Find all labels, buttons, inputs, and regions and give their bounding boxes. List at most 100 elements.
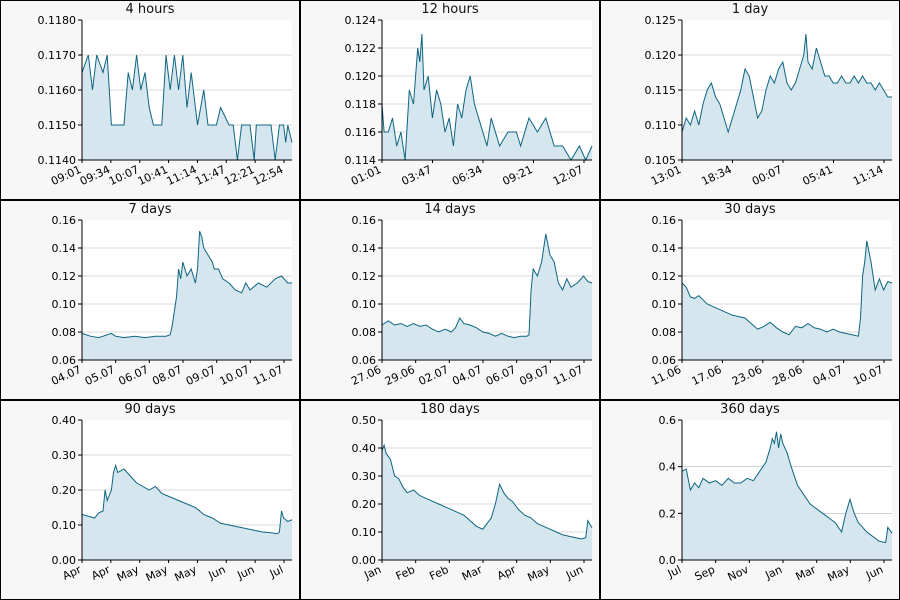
y-tick-label: 0.114 [345, 154, 377, 167]
y-tick-label: 0.105 [645, 154, 677, 167]
y-tick-label: 0.16 [652, 214, 677, 227]
chart-title: 30 days [724, 202, 776, 217]
y-tick-label: 0.20 [52, 484, 77, 497]
y-tick-label: 0.116 [345, 126, 377, 139]
y-tick-label: 0.30 [52, 449, 77, 462]
chart-panel-8: 180 days 0.00 0.10 0.20 0.30 0.40 0.50 Jan Feb Fe… [300, 400, 600, 600]
x-tick-label: 18:34 [700, 163, 734, 188]
y-tick-label: 0.20 [352, 498, 377, 511]
y-tick-label: 0.124 [345, 14, 377, 27]
y-tick-label: 0.10 [352, 526, 377, 539]
chart-panel-2: 12 hours 0.114 0.116 0.118 0.120 0.122 0.124 01… [300, 0, 600, 200]
x-tick-label: Nov [726, 563, 751, 584]
y-tick-label: 0.6 [659, 414, 677, 427]
y-tick-label: 0.122 [345, 42, 377, 55]
x-tick-label: 10.07 [218, 363, 252, 388]
x-tick-label: Jul [665, 563, 683, 581]
series-area [682, 34, 892, 160]
y-tick-label: 0.10 [352, 298, 377, 311]
x-tick-label: May [115, 563, 142, 585]
x-tick-label: 05.07 [83, 363, 117, 388]
x-tick-label: Mar [460, 563, 485, 584]
y-tick-label: 0.08 [352, 326, 377, 339]
x-tick-label: May [173, 563, 200, 585]
y-tick-label: 0.50 [352, 414, 377, 427]
series-line [681, 240, 893, 337]
x-tick-label: Jun [863, 563, 885, 582]
y-tick-label: 0.08 [652, 326, 677, 339]
x-tick-label: Feb [394, 563, 417, 583]
y-tick-label: 0.40 [52, 414, 77, 427]
x-tick-label: May [825, 563, 852, 585]
series-area [82, 465, 292, 560]
y-tick-label: 0.1180 [38, 14, 77, 27]
series-area [382, 445, 592, 560]
y-tick-label: 0.14 [52, 242, 77, 255]
chart-title: 14 days [424, 202, 476, 217]
y-tick-label: 0.00 [352, 554, 377, 567]
x-tick-label: 23.06 [730, 363, 764, 388]
y-tick-label: 0.2 [659, 507, 677, 520]
series-area [82, 231, 292, 360]
chart-svg: 0.11400.11500.11600.11700.118009:0109:34… [38, 14, 293, 188]
y-tick-label: 0.10 [52, 298, 77, 311]
x-tick-label: 11.07 [551, 363, 585, 388]
y-tick-label: 0.12 [652, 270, 677, 283]
panel-divider [0, 0, 900, 1]
chart-panel-1: 4 hours 0.1140 0.1150 0.1160 0.1170 0.1180 09:… [0, 0, 300, 200]
x-tick-label: 06.07 [484, 363, 518, 388]
y-tick-label: 0.1150 [38, 119, 77, 132]
y-tick-label: 0.06 [352, 354, 377, 367]
y-tick-label: 0.06 [652, 354, 677, 367]
y-tick-label: 0.118 [345, 98, 377, 111]
y-tick-label: 0.115 [645, 84, 677, 97]
x-tick-label: 10.07 [851, 363, 885, 388]
x-tick-label: 28.06 [770, 363, 804, 388]
series-line [81, 463, 293, 535]
x-tick-label: Apr [495, 563, 518, 583]
chart-title: 90 days [124, 402, 176, 417]
x-tick-label: 17.06 [690, 363, 724, 388]
chart-panel-9: 360 days 0.0 0.2 0.4 0.6 Jul Sep Nov Jan Mar May Ju… [600, 400, 900, 600]
series-line [381, 233, 593, 339]
x-tick-label: Jul [267, 563, 285, 581]
y-tick-label: 0.40 [352, 442, 377, 455]
series-line [381, 33, 593, 162]
chart-panel-6: 30 days 0.06 0.08 0.10 0.12 0.14 0.16 11.06 17.0… [600, 200, 900, 400]
x-tick-label: 03:47 [400, 163, 434, 188]
x-tick-label: Mar [794, 563, 819, 584]
chart-panel-5: 14 days 0.06 0.08 0.10 0.12 0.14 0.16 27.06 29.0… [300, 200, 600, 400]
panel-divider [0, 199, 900, 201]
x-tick-label: May [144, 563, 171, 585]
series-line [681, 33, 892, 134]
y-tick-label: 0.110 [645, 119, 677, 132]
x-tick-label: Jun [206, 563, 228, 582]
x-tick-label: 09:21 [501, 163, 535, 188]
panel-divider [0, 0, 1, 600]
x-tick-label: Jun [234, 563, 256, 582]
x-tick-label: Jan [762, 563, 784, 582]
x-tick-label: Apr [89, 563, 112, 583]
panel-divider [299, 0, 301, 600]
x-tick-label: 09.07 [518, 363, 552, 388]
chart-title: 12 hours [421, 2, 479, 17]
series-line [681, 431, 893, 544]
x-tick-label: Feb [427, 563, 450, 583]
y-tick-label: 0.125 [645, 14, 677, 27]
x-tick-label: 04.07 [811, 363, 845, 388]
y-tick-label: 0.120 [345, 70, 377, 83]
x-tick-label: 04.07 [450, 363, 484, 388]
y-tick-label: 0.08 [52, 326, 77, 339]
x-tick-label: 08.07 [150, 363, 184, 388]
y-tick-label: 0.120 [645, 49, 677, 62]
panel-divider [0, 399, 900, 401]
y-tick-label: 0.10 [52, 519, 77, 532]
x-tick-label: 11.07 [251, 363, 285, 388]
